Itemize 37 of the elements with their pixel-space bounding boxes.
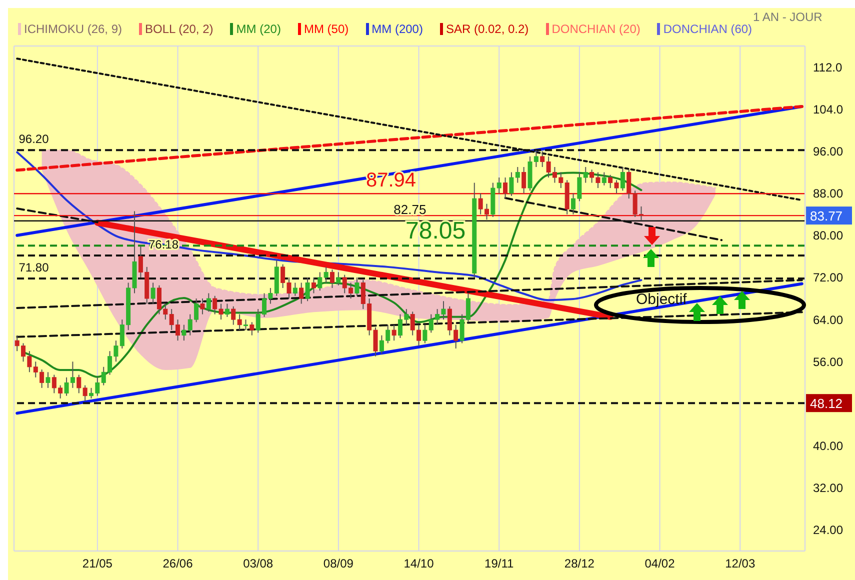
ref-line-label: 78.05 — [406, 218, 466, 245]
x-tick-label: 19/11 — [484, 556, 514, 571]
ref-line-label: 71.80 — [18, 260, 50, 275]
ref-line-label: 48.12 — [810, 396, 843, 412]
y-tick-label: 88.00 — [813, 186, 844, 201]
x-tick-label: 26/06 — [162, 556, 194, 571]
x-tick-label: 14/10 — [404, 556, 434, 571]
legend-label: SAR (0.02, 0.2) — [446, 22, 529, 36]
y-tick-label: 104.0 — [813, 102, 844, 116]
y-tick-label: 56.00 — [813, 354, 844, 369]
x-tick-label: 03/08 — [243, 556, 274, 571]
y-tick-label: 24.00 — [813, 523, 844, 538]
y-tick-label: 80.00 — [813, 228, 844, 243]
chart-subtitle: 1 AN - JOUR — [753, 10, 822, 24]
x-tick-label: 04/02 — [644, 556, 676, 571]
x-tick-label: 21/05 — [82, 556, 113, 571]
y-tick-label: 112.0 — [813, 60, 842, 74]
x-tick-label: 12/03 — [725, 556, 756, 571]
y-tick-label: 40.00 — [813, 439, 844, 454]
annotation: Objectif — [636, 291, 688, 308]
legend-label: ICHIMOKU (26, 9) — [24, 22, 122, 36]
legend-label: MM (200) — [372, 22, 423, 36]
legend-label: MM (50) — [304, 22, 349, 36]
ref-line-label: 87.94 — [366, 170, 416, 192]
legend-label: DONCHIAN (20) — [552, 22, 640, 36]
y-tick-label: 96.00 — [813, 144, 844, 158]
ref-line-label: 83.77 — [810, 208, 843, 224]
x-tick-label: 28/12 — [564, 556, 595, 571]
y-tick-label: 32.00 — [813, 481, 844, 496]
y-tick-label: 64.00 — [813, 312, 844, 327]
y-tick-label: 72.00 — [813, 270, 844, 285]
x-tick-label: 08/09 — [323, 556, 354, 571]
ref-line-label: 96.20 — [18, 132, 50, 146]
ref-line-label: 82.75 — [394, 202, 426, 217]
legend-label: MM (20) — [236, 22, 281, 36]
legend-label: DONCHIAN (60) — [663, 22, 752, 36]
legend-label: BOLL (20, 2) — [145, 22, 214, 36]
